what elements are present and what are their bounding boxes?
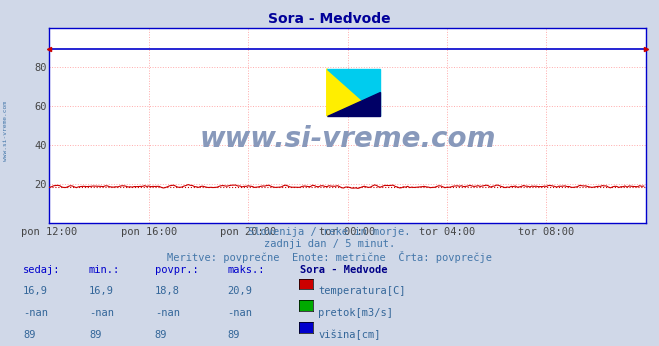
Text: pretok[m3/s]: pretok[m3/s] bbox=[318, 308, 393, 318]
Text: www.si-vreme.com: www.si-vreme.com bbox=[200, 125, 496, 153]
Text: 89: 89 bbox=[23, 330, 36, 340]
Text: višina[cm]: višina[cm] bbox=[318, 330, 381, 340]
Text: 20,9: 20,9 bbox=[227, 286, 252, 297]
Text: -nan: -nan bbox=[89, 308, 114, 318]
Text: -nan: -nan bbox=[23, 308, 48, 318]
Text: sedaj:: sedaj: bbox=[23, 265, 61, 275]
Text: Meritve: povprečne  Enote: metrične  Črta: povprečje: Meritve: povprečne Enote: metrične Črta:… bbox=[167, 251, 492, 263]
Text: min.:: min.: bbox=[89, 265, 120, 275]
Text: Sora - Medvode: Sora - Medvode bbox=[268, 12, 391, 26]
Text: temperatura[C]: temperatura[C] bbox=[318, 286, 406, 297]
Text: 89: 89 bbox=[227, 330, 240, 340]
Text: 89: 89 bbox=[155, 330, 167, 340]
Text: -nan: -nan bbox=[155, 308, 180, 318]
Text: 16,9: 16,9 bbox=[23, 286, 48, 297]
Text: maks.:: maks.: bbox=[227, 265, 265, 275]
Text: www.si-vreme.com: www.si-vreme.com bbox=[3, 101, 8, 162]
Text: 89: 89 bbox=[89, 330, 101, 340]
Text: Sora - Medvode: Sora - Medvode bbox=[300, 265, 387, 275]
Text: 18,8: 18,8 bbox=[155, 286, 180, 297]
Text: zadnji dan / 5 minut.: zadnji dan / 5 minut. bbox=[264, 239, 395, 249]
Text: povpr.:: povpr.: bbox=[155, 265, 198, 275]
Text: 16,9: 16,9 bbox=[89, 286, 114, 297]
Text: -nan: -nan bbox=[227, 308, 252, 318]
Text: Slovenija / reke in morje.: Slovenija / reke in morje. bbox=[248, 227, 411, 237]
